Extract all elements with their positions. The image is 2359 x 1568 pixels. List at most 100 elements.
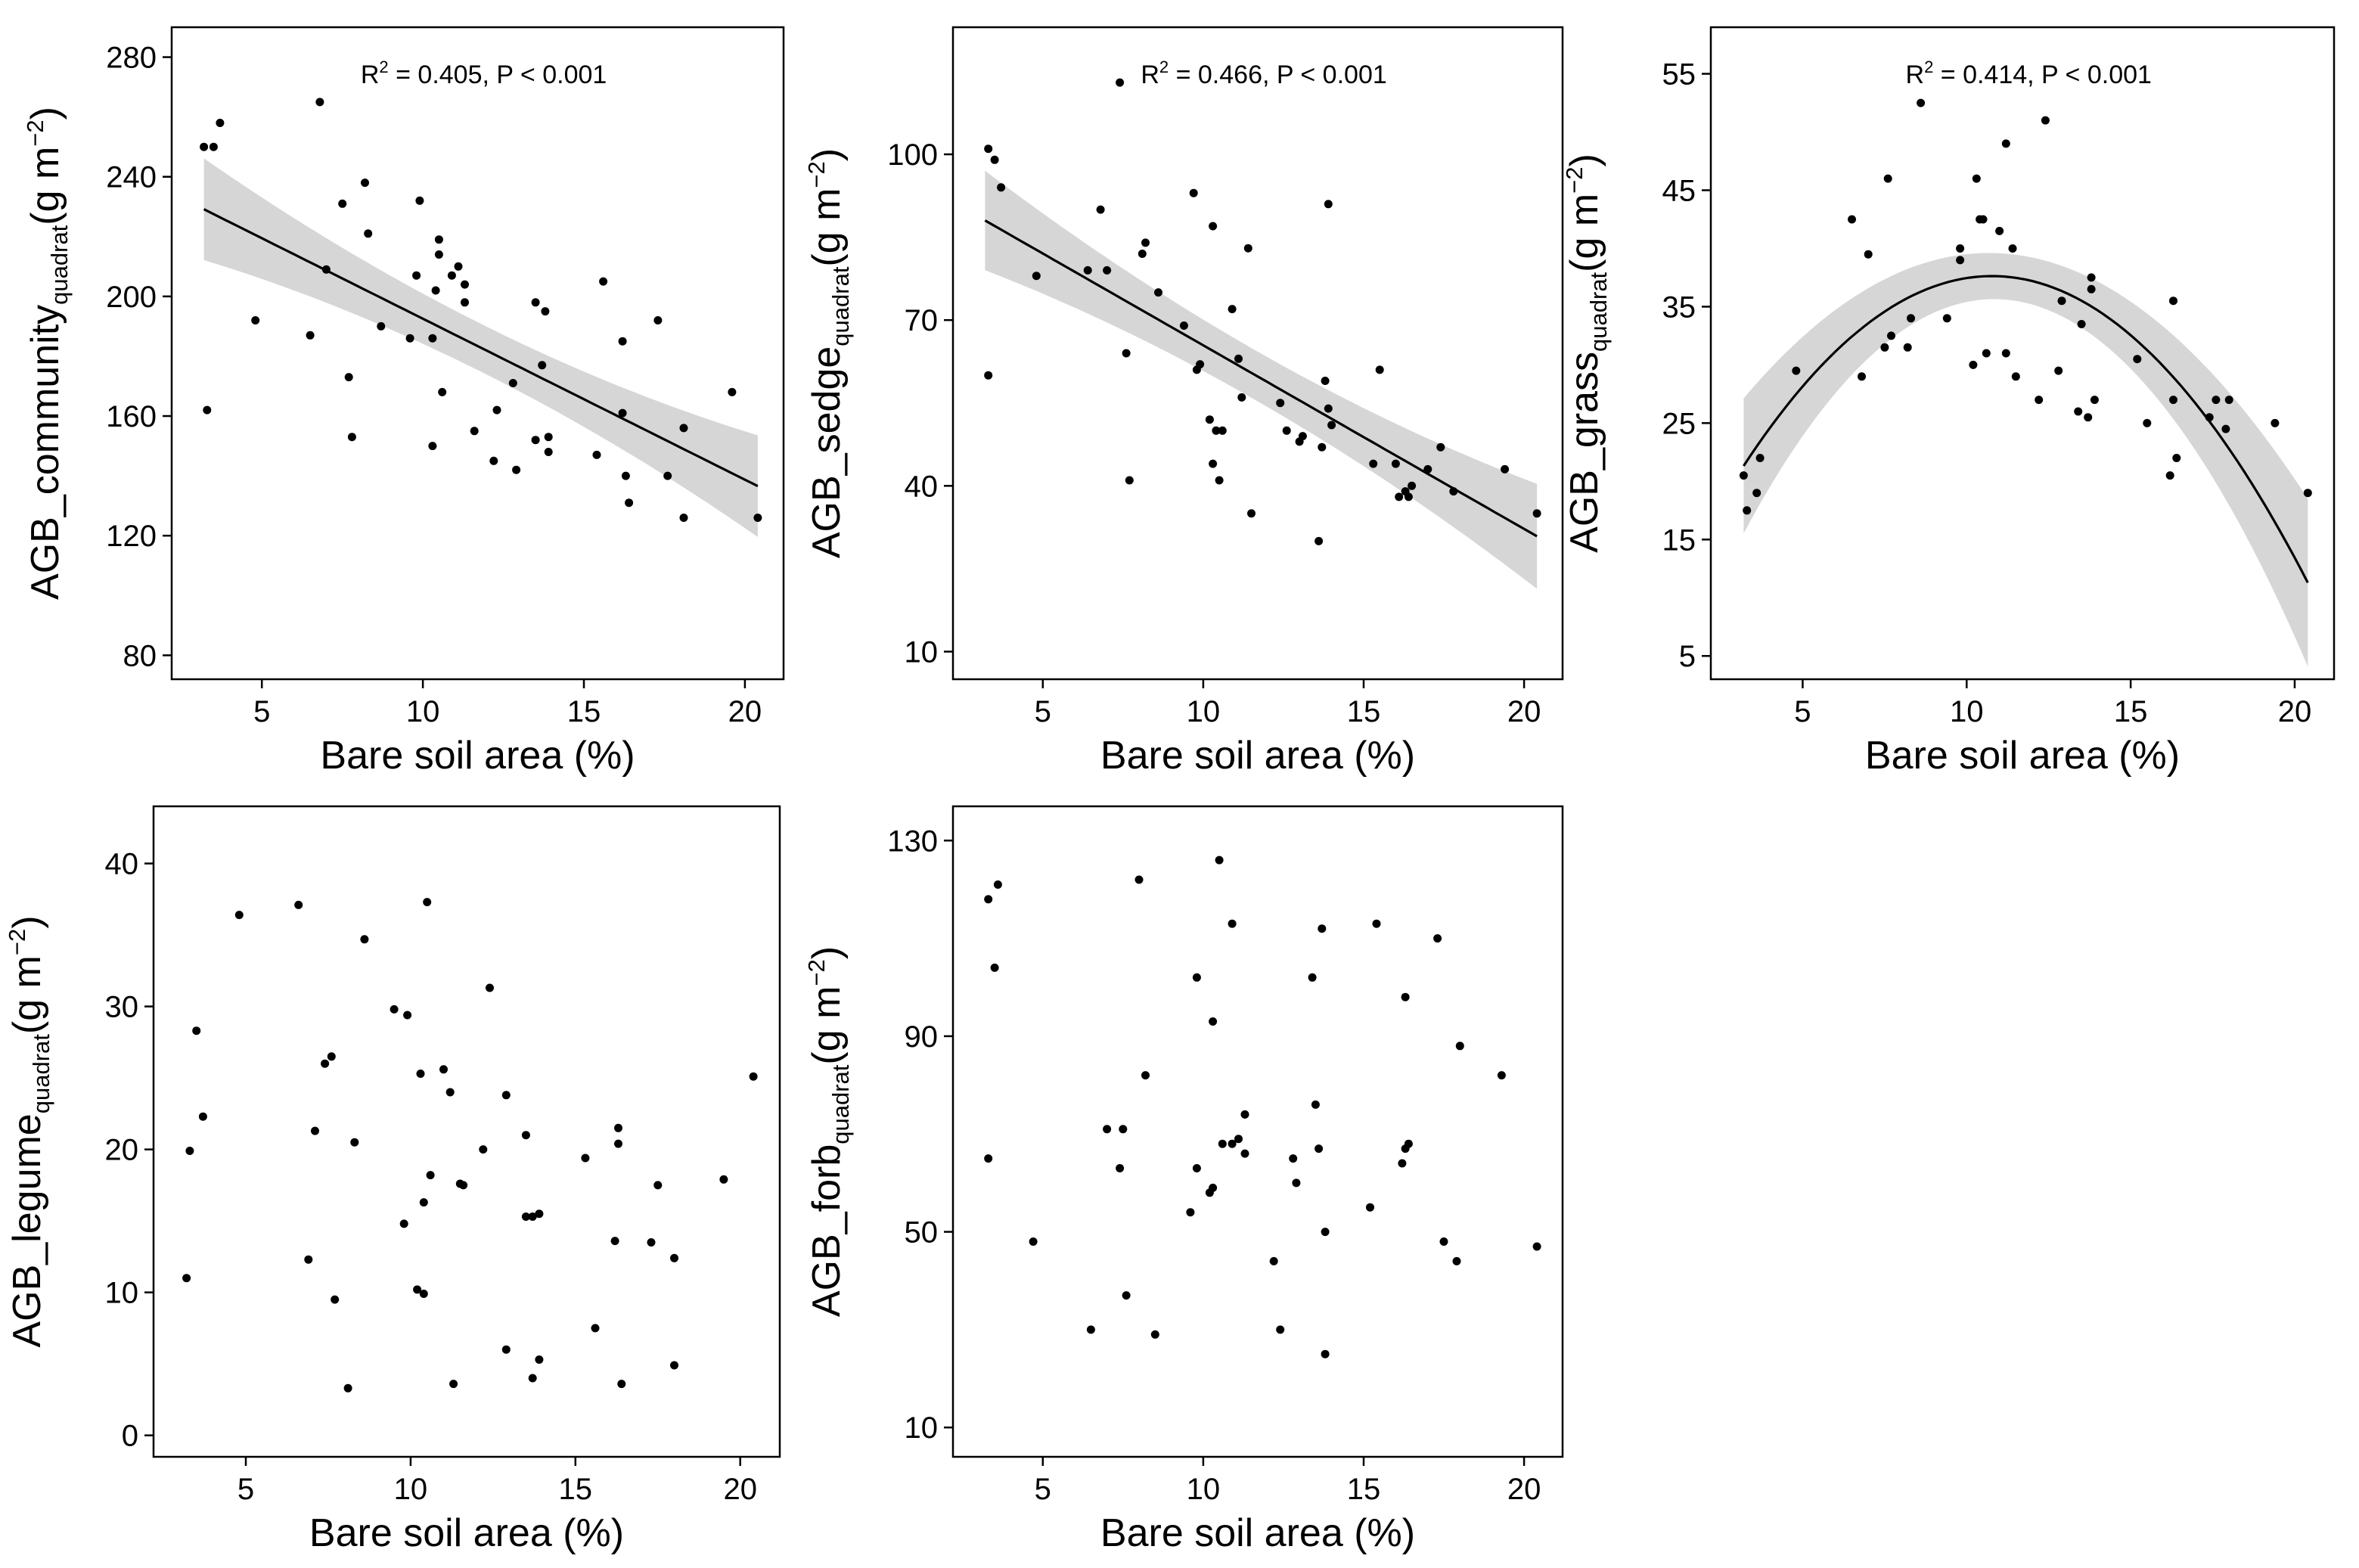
data-point [1956, 256, 1965, 265]
y-tick-label: 10 [905, 635, 939, 669]
data-point [1032, 272, 1041, 281]
data-point [343, 1383, 352, 1393]
data-point [377, 321, 386, 331]
data-point [508, 379, 517, 387]
data-point [663, 471, 672, 480]
data-point [1979, 215, 1988, 224]
data-point [1972, 174, 1981, 183]
data-point [1119, 1125, 1128, 1134]
y-axis-title: AGB_legumequadrat(g m−2) [4, 915, 54, 1347]
data-point [1433, 934, 1442, 943]
data-point [1903, 343, 1912, 352]
plot-frame [1709, 26, 2336, 681]
data-point [1096, 205, 1105, 214]
plot-frame [951, 26, 1564, 681]
data-point [679, 514, 688, 522]
data-point [1234, 1135, 1243, 1144]
y-tick-label: 55 [1662, 58, 1696, 92]
data-point [416, 1070, 425, 1078]
panel-legume: 5 10 15 20 0 10 20 30 40 Bare soil area (%) AGB_le… [4, 805, 781, 1555]
data-point [1141, 1071, 1150, 1080]
stats-annotation: R2 = 0.405, P < 0.001 [361, 57, 607, 89]
data-point [192, 1026, 201, 1036]
fitted-line [203, 208, 759, 488]
data-point [428, 442, 437, 451]
x-tick-label: 5 [1035, 695, 1051, 728]
data-point [997, 183, 1006, 192]
data-point [2224, 396, 2233, 405]
data-point [434, 250, 443, 259]
data-point [621, 471, 630, 480]
data-point [431, 286, 440, 295]
data-point [1228, 305, 1237, 314]
data-point [439, 1065, 448, 1074]
data-point [434, 235, 443, 244]
y-tick-label: 40 [105, 848, 139, 881]
data-point [670, 1253, 678, 1262]
data-point [2008, 244, 2017, 253]
data-point [489, 456, 498, 465]
data-point [617, 1380, 626, 1389]
data-point [216, 119, 225, 127]
data-point [2271, 418, 2280, 427]
data-point [544, 448, 553, 456]
data-point [447, 271, 456, 280]
data-point [2303, 489, 2312, 498]
data-point [521, 1212, 530, 1221]
data-point [1029, 1237, 1038, 1246]
data-point [1864, 250, 1873, 259]
data-point [1883, 174, 1892, 183]
data-point [2221, 424, 2230, 433]
data-point [1321, 1228, 1330, 1237]
data-point [753, 514, 762, 522]
data-point [1311, 1100, 1320, 1109]
fitted-line [984, 219, 1538, 538]
data-point [1739, 471, 1748, 480]
data-point [413, 1285, 422, 1294]
data-point [531, 436, 540, 445]
data-point [528, 1374, 537, 1383]
y-tick-label: 5 [1679, 640, 1696, 673]
data-point [1116, 78, 1125, 87]
data-point [390, 1004, 399, 1014]
data-point [2057, 297, 2066, 306]
data-point [544, 433, 553, 442]
data-point [486, 983, 494, 992]
data-point [2212, 396, 2221, 405]
data-point [1103, 1125, 1112, 1134]
data-point [1116, 1164, 1125, 1172]
data-point [1218, 1139, 1227, 1148]
x-tick-label: 10 [1950, 695, 1984, 728]
data-point [1880, 343, 1889, 352]
data-point [234, 911, 244, 920]
data-point [2087, 284, 2096, 293]
data-point [344, 373, 353, 382]
x-tick-label: 15 [1347, 1473, 1381, 1506]
data-point [2041, 116, 2050, 125]
y-tick-label: 130 [887, 824, 938, 858]
data-point [521, 1131, 530, 1140]
plot-frame [152, 805, 781, 1458]
data-point [2205, 413, 2214, 422]
y-tick-label: 30 [105, 991, 139, 1024]
data-point [304, 1255, 313, 1264]
data-point [1282, 426, 1291, 435]
y-tick-label: 15 [1662, 523, 1696, 557]
data-point [438, 387, 447, 396]
data-point [2172, 454, 2181, 462]
data-point [719, 1175, 728, 1184]
data-point [984, 371, 993, 380]
data-point [1215, 855, 1224, 865]
data-point [1209, 459, 1218, 468]
data-point [538, 361, 547, 370]
data-point [1408, 481, 1417, 490]
plot-frame [951, 805, 1564, 1458]
data-point [1189, 188, 1198, 197]
data-point [1192, 973, 1201, 982]
data-point [1212, 426, 1221, 435]
data-point [535, 1355, 544, 1364]
y-tick-label: 35 [1662, 290, 1696, 324]
data-point [1398, 1159, 1407, 1168]
data-point [182, 1274, 191, 1283]
